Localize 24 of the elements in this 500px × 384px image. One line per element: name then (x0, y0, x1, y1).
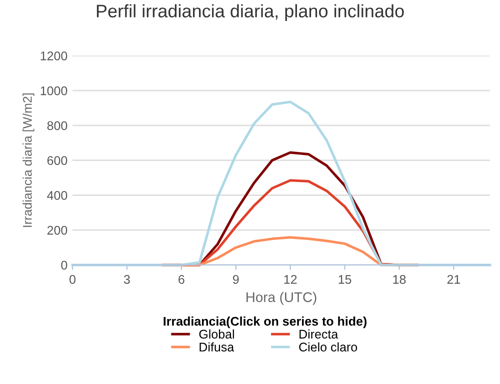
legend-title: Irradiancia(Click on series to hide) (164, 316, 366, 328)
x-tick-label: 15 (338, 275, 352, 284)
y-tick-label: 400 (47, 191, 68, 200)
y-tick-label: 800 (47, 121, 68, 130)
x-axis-title: Hora (UTC) (246, 292, 316, 305)
y-tick-label: 0 (61, 260, 68, 270)
x-tick-label: 0 (70, 275, 76, 284)
y-tick-label: 1000 (40, 86, 68, 96)
legend-label: Cielo claro (299, 342, 358, 352)
x-tick-label: 18 (393, 275, 406, 284)
x-tick-label: 6 (178, 275, 184, 284)
chart-title: Perfil irradiancia diaria, plano inclinado (96, 4, 404, 22)
legend-label: Directa (300, 329, 338, 339)
line-series (71, 100, 492, 266)
x-tick-label: 9 (232, 275, 239, 284)
legend-label: Difusa (200, 342, 234, 352)
x-tick-label: 3 (124, 275, 130, 284)
x-tick-label: 21 (447, 275, 460, 284)
legend-label: Global (199, 329, 234, 339)
y-tick-label: 1200 (40, 51, 68, 60)
y-tick-label: 600 (47, 156, 68, 165)
y-tick-label: 200 (47, 226, 68, 235)
y-axis-title: Irradiancia diaria [W/m2] (22, 93, 34, 227)
x-tick-label: 12 (284, 275, 297, 284)
